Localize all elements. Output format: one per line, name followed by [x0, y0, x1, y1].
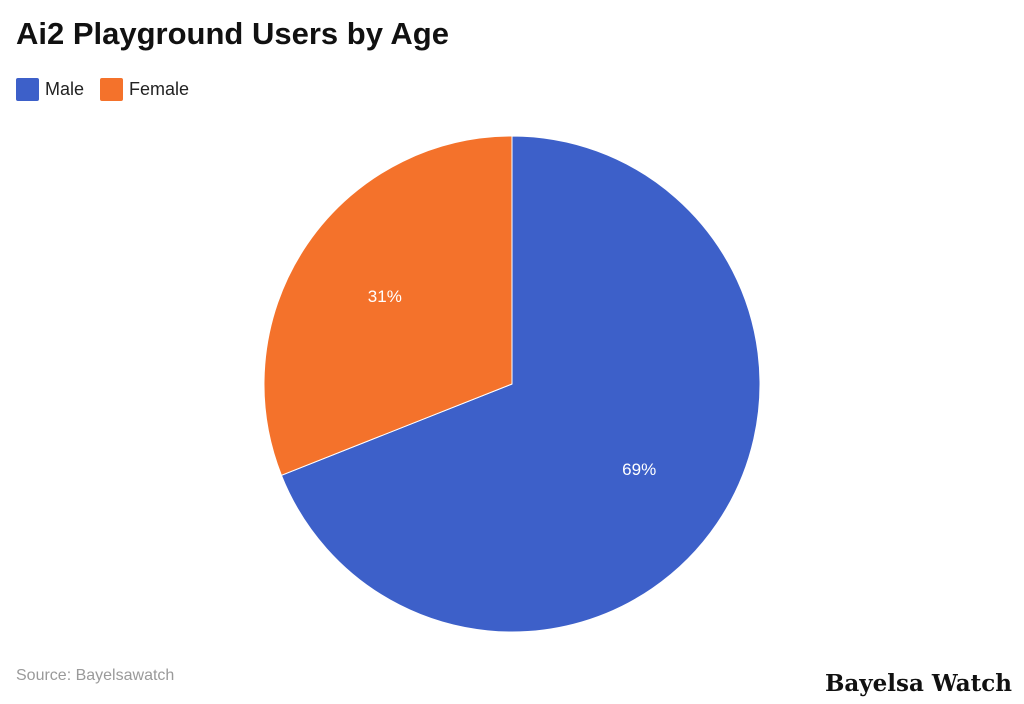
- legend-item-male: Male: [16, 78, 84, 101]
- pie-slice-male: [280, 135, 761, 633]
- slice-label-male: 69%: [622, 460, 656, 479]
- legend-label-male: Male: [45, 79, 85, 99]
- brand-logo-text: Bayelsa Watch: [824, 670, 1012, 697]
- legend-swatch-male: [16, 78, 39, 101]
- chart-title: Ai2 Playground Users by Age: [16, 16, 449, 51]
- slice-label-female: 31%: [368, 287, 402, 306]
- legend-item-female: Female: [100, 78, 189, 101]
- pie-slice-female: [263, 135, 513, 476]
- legend-label-female: Female: [129, 79, 190, 99]
- legend-swatch-female: [100, 78, 124, 101]
- source-note: Source: Bayelsawatch: [16, 667, 175, 684]
- chart-legend: Male Female: [16, 78, 205, 101]
